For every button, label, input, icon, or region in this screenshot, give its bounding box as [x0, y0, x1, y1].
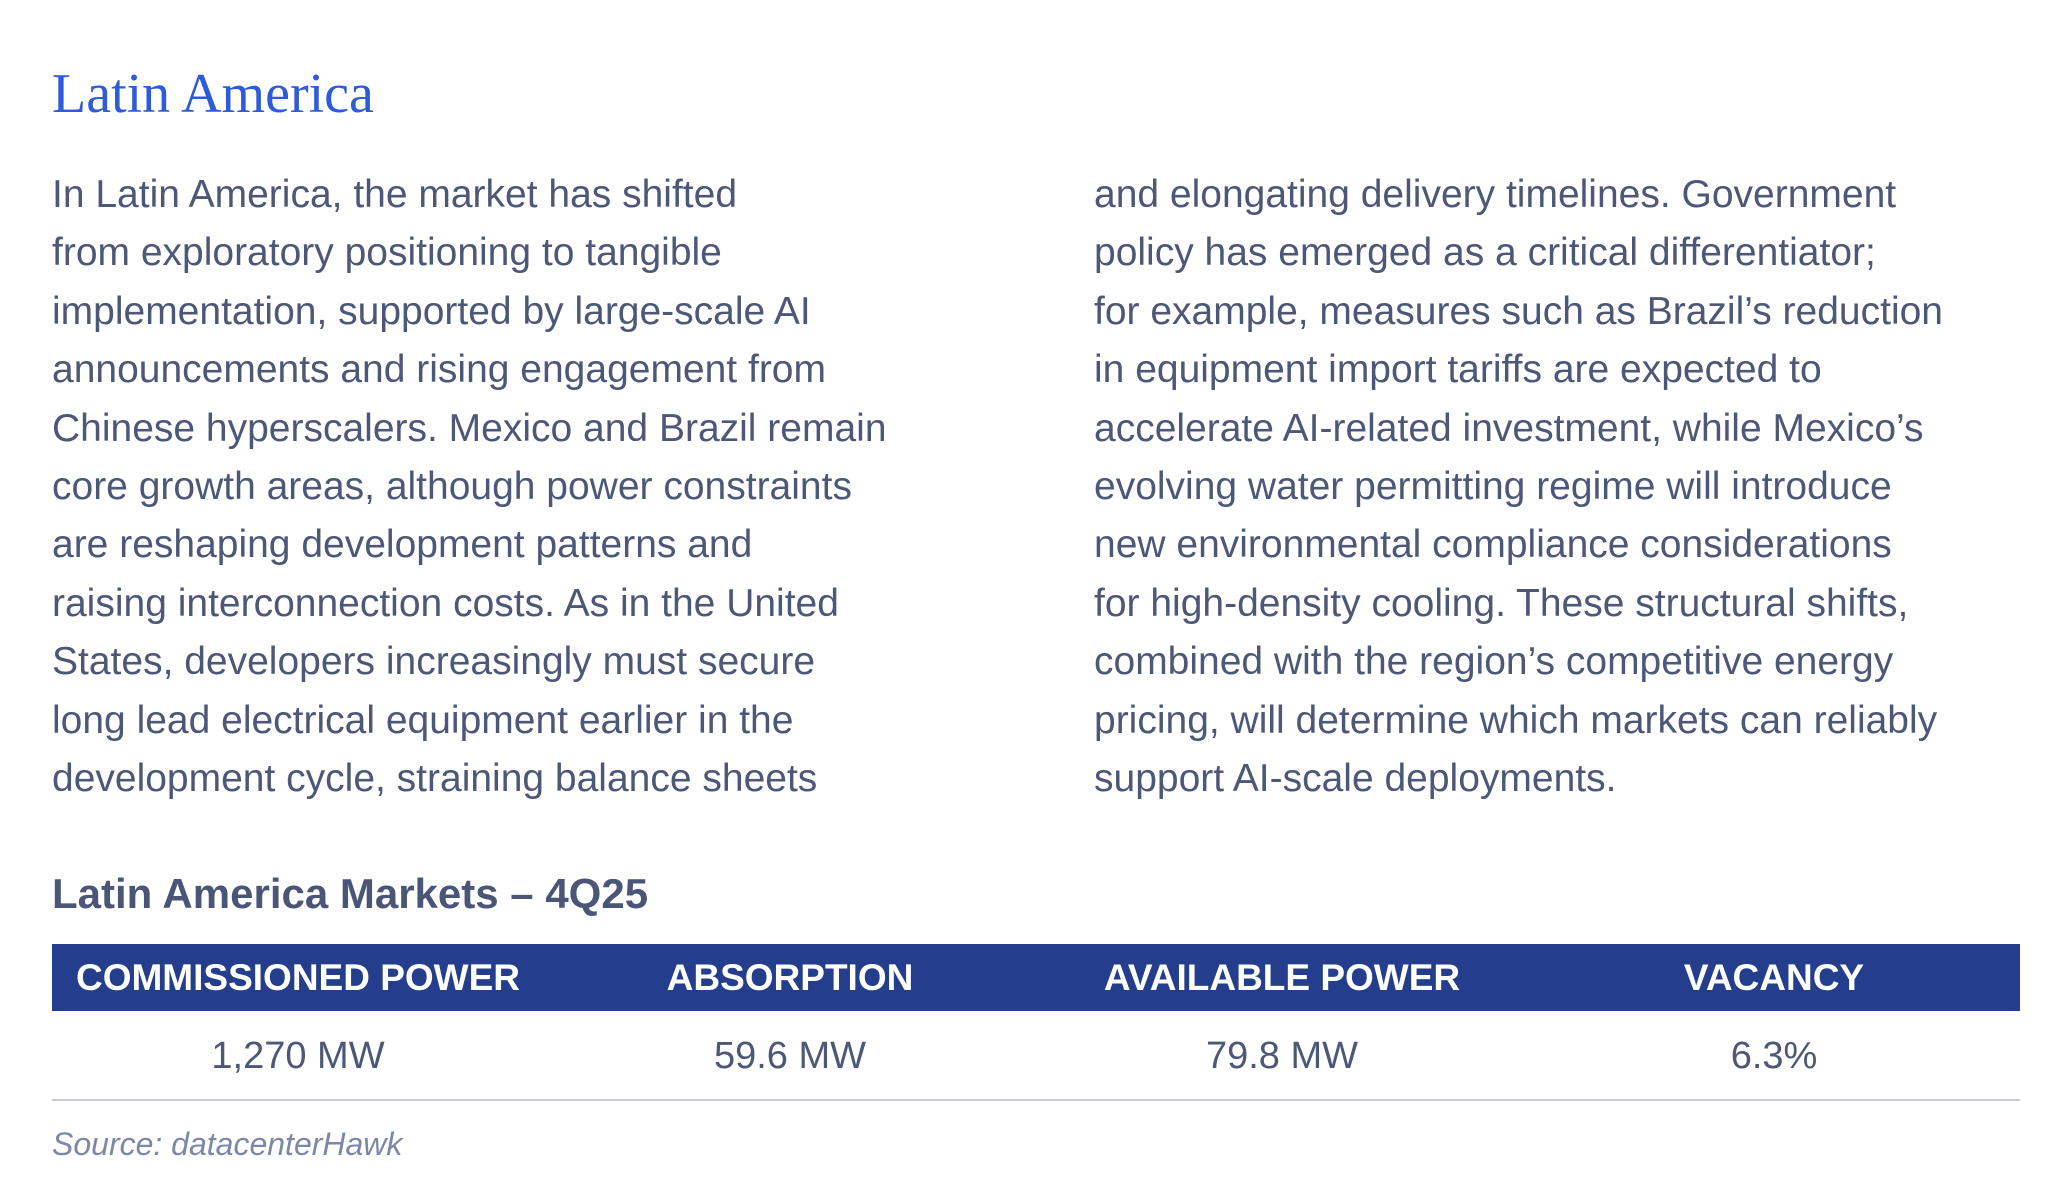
table-cell: 1,270 MW: [211, 1035, 385, 1077]
text-line: core growth areas, although power constr…: [52, 465, 852, 509]
text-line: implementation, supported by large-scale…: [52, 289, 811, 333]
text-line: from exploratory positioning to tangible: [52, 231, 722, 275]
text-line: In Latin America, the market has shifted: [52, 173, 738, 216]
table-header-bar: [52, 944, 2020, 1011]
table-cell: 59.6 MW: [713, 1035, 867, 1077]
text-line: announcements and rising engagement from: [52, 348, 826, 392]
text-line: combined with the region’s competitive e…: [1094, 640, 1894, 684]
text-line: raising interconnection costs. As in the…: [52, 581, 839, 625]
text-line: evolving water permitting regime will in…: [1094, 465, 1892, 509]
text-line: pricing, will determine which markets ca…: [1094, 698, 1938, 742]
text-line: development cycle, straining balance she…: [52, 757, 818, 801]
text-line: in equipment import tariffs are expected…: [1094, 348, 1822, 392]
text-line: accelerate AI-related investment, while …: [1094, 406, 1924, 450]
text-line: long lead electrical equipment earlier i…: [52, 698, 794, 742]
source-note: Source: datacenterHawk: [52, 1126, 403, 1162]
text-line: States, developers increasingly must sec…: [52, 640, 816, 684]
text-line: for example, measures such as Brazil’s r…: [1094, 289, 1943, 333]
table-cell: 79.8 MW: [1205, 1035, 1359, 1077]
text-column: In Latin America, the market has shifted…: [52, 166, 887, 808]
text-line: are reshaping development patterns and: [52, 523, 753, 567]
text-line: policy has emerged as a critical differe…: [1094, 231, 1876, 275]
column-header: VACANCY: [1683, 957, 1865, 998]
text-line: and elongating delivery timelines. Gover…: [1094, 173, 1897, 216]
text-line: for high-density cooling. These structur…: [1094, 581, 1909, 625]
section-title: Latin America: [52, 63, 374, 125]
text-column: and elongating delivery timelines. Gover…: [1094, 166, 1943, 808]
column-header: AVAILABLE POWER: [1103, 957, 1461, 998]
column-header: COMMISSIONED POWER: [75, 957, 521, 998]
table-rule: [52, 1099, 2020, 1101]
text-line: Chinese hyperscalers. Mexico and Brazil …: [52, 406, 887, 450]
column-header: ABSORPTION: [666, 957, 914, 998]
table-title: Latin America Markets – 4Q25: [52, 870, 649, 917]
table-cell: 6.3%: [1730, 1035, 1818, 1077]
text-line: support AI-scale deployments.: [1094, 757, 1617, 801]
text-line: new environmental compliance considerati…: [1094, 523, 1892, 567]
